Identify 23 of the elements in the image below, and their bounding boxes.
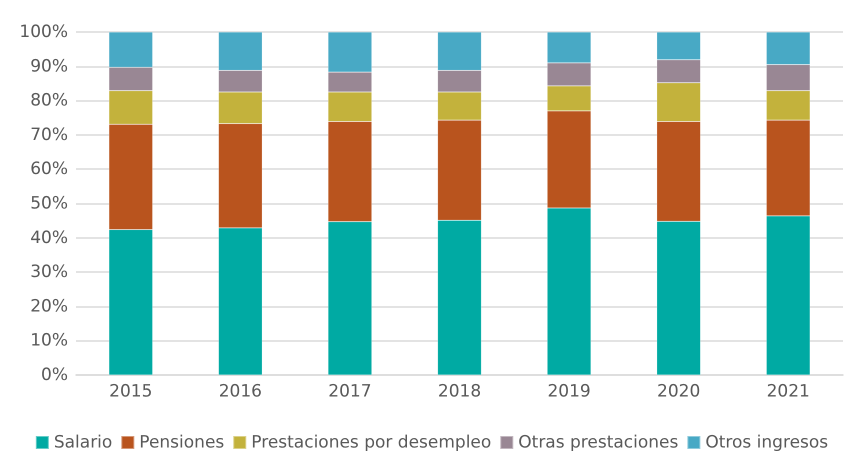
legend-label: Otros ingresos xyxy=(705,432,828,452)
y-tick-label: 100% xyxy=(19,22,68,42)
y-tick-label: 30% xyxy=(30,262,68,282)
y-tick-label: 0% xyxy=(41,365,68,385)
y-tick-label: 80% xyxy=(30,90,68,111)
y-tick-label: 90% xyxy=(30,56,68,76)
x-tick-label: 2015 xyxy=(109,382,152,402)
y-tick-label: 70% xyxy=(30,124,68,145)
x-tick-label: 2021 xyxy=(766,382,810,402)
y-tick-label: 40% xyxy=(30,228,68,248)
legend-label: Salario xyxy=(54,432,112,452)
legend-label: Prestaciones por desempleo xyxy=(251,432,492,452)
y-tick-label: 10% xyxy=(30,330,68,351)
y-tick-label: 60% xyxy=(30,159,68,180)
y-tick-label: 50% xyxy=(30,194,68,214)
legend-label: Pensiones xyxy=(139,432,224,452)
x-tick-label: 2018 xyxy=(438,382,482,402)
x-tick-label: 2019 xyxy=(547,382,591,402)
x-tick-label: 2016 xyxy=(218,382,262,402)
y-tick-label: 20% xyxy=(30,296,68,316)
x-tick-label: 2017 xyxy=(328,382,372,402)
x-tick-label: 2020 xyxy=(657,382,700,402)
legend-label: Otras prestaciones xyxy=(518,432,678,452)
